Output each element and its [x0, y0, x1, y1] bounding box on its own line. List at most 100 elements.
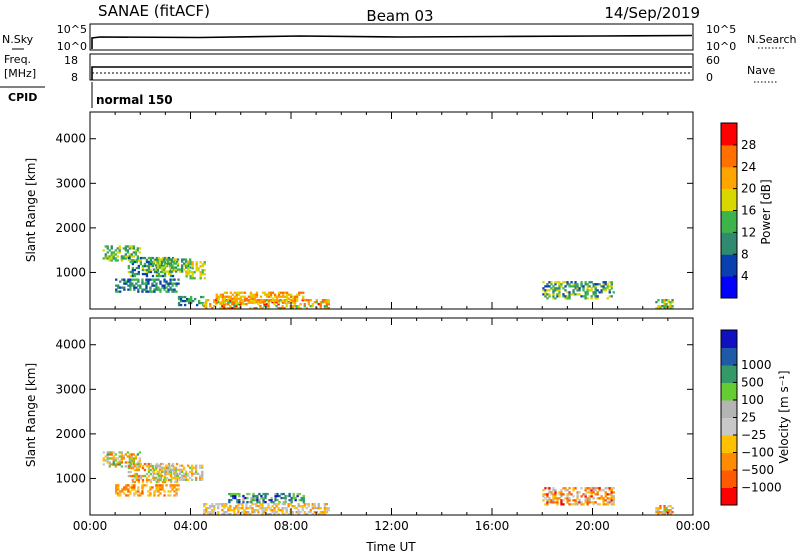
heatmap-cell — [562, 493, 565, 496]
heatmap-cell — [163, 272, 167, 276]
heatmap-cell — [110, 457, 113, 460]
heatmap-cell — [170, 260, 174, 263]
heatmap-cell — [261, 301, 264, 304]
heatmap-cell — [172, 262, 176, 265]
heatmap-cell — [293, 505, 296, 508]
heatmap-cell — [572, 285, 575, 288]
heatmap-cell — [127, 278, 130, 281]
heatmap-cell — [209, 507, 212, 510]
heatmap-cell — [592, 501, 595, 504]
heatmap-cell — [209, 513, 212, 516]
heatmap-cell — [229, 299, 232, 302]
heatmap-cell — [572, 487, 575, 490]
velocity-cb-swatch — [721, 330, 737, 348]
heatmap-cell — [275, 511, 278, 514]
heatmap-cell — [262, 492, 265, 496]
heatmap-cell — [612, 495, 615, 498]
heatmap-cell — [129, 474, 132, 478]
heatmap-cell — [149, 262, 153, 266]
heatmap-cell — [187, 264, 190, 267]
heatmap-cell — [604, 289, 607, 292]
heatmap-cell — [582, 295, 585, 298]
heatmap-cell — [602, 489, 605, 492]
heatmap-cell — [195, 470, 198, 473]
heatmap-cell — [153, 490, 156, 493]
heatmap-cell — [205, 511, 208, 514]
heatmap-cell — [115, 278, 118, 281]
heatmap-cell — [251, 299, 255, 302]
heatmap-cell — [288, 494, 291, 498]
heatmap-cell — [205, 301, 208, 304]
heatmap-cell — [234, 492, 237, 496]
heatmap-cell — [145, 284, 148, 287]
velocity-cb-swatch — [721, 417, 737, 436]
heatmap-cell — [245, 303, 248, 306]
heatmap-cell — [123, 280, 126, 283]
heatmap-cell — [291, 513, 294, 516]
heatmap-cell — [143, 288, 146, 291]
heatmap-cell — [127, 484, 130, 487]
heatmap-cell — [117, 286, 120, 289]
heatmap-cell — [136, 453, 139, 456]
heatmap-cell — [556, 295, 559, 298]
heatmap-cell — [185, 470, 188, 473]
heatmap-cell — [158, 468, 162, 471]
heatmap-cell — [299, 303, 302, 306]
heatmap-cell — [151, 290, 154, 293]
heatmap-cell — [158, 260, 162, 263]
heatmap-cell — [600, 495, 603, 498]
heatmap-cell — [174, 472, 178, 475]
y-tick-label: 2000 — [55, 221, 86, 235]
heatmap-cell — [663, 305, 666, 308]
heatmap-cell — [117, 484, 120, 487]
heatmap-cell — [155, 288, 158, 291]
heatmap-cell — [173, 486, 176, 489]
heatmap-cell — [174, 270, 178, 273]
heatmap-cell — [275, 505, 278, 508]
heatmap-cell — [323, 305, 326, 308]
heatmap-cell — [323, 507, 326, 510]
heatmap-cell — [604, 281, 607, 284]
heatmap-cell — [153, 284, 156, 287]
heatmap-cell — [149, 258, 153, 262]
heatmap-cell — [191, 271, 194, 274]
heatmap-cell — [147, 280, 150, 283]
heatmap-cell — [251, 509, 254, 512]
heatmap-cell — [262, 499, 265, 502]
heatmap-cell — [594, 293, 597, 296]
heatmap-cell — [238, 501, 241, 504]
heatmap-cell — [221, 299, 224, 302]
heatmap-cell — [126, 249, 129, 252]
heatmap-cell — [556, 499, 559, 502]
heatmap-cell — [147, 278, 150, 281]
heatmap-cell — [203, 305, 206, 308]
heatmap-cell — [592, 503, 595, 506]
heatmap-cell — [141, 268, 145, 272]
heatmap-cell — [123, 278, 126, 281]
heatmap-cell — [223, 299, 226, 302]
heatmap-cell — [237, 291, 240, 294]
heatmap-cell — [576, 293, 579, 296]
power-cb-swatch — [721, 254, 737, 277]
heatmap-cell — [590, 489, 593, 492]
heatmap-cell — [170, 468, 174, 471]
heatmap-cell — [249, 505, 252, 508]
heatmap-cell — [229, 505, 232, 508]
heatmap-cell — [223, 301, 226, 304]
heatmap-cell — [277, 293, 281, 296]
heatmap-cell — [181, 268, 184, 271]
heatmap-cell — [241, 301, 245, 304]
heatmap-cell — [264, 494, 267, 498]
heatmap-cell — [550, 493, 553, 496]
power-cells — [102, 245, 674, 310]
heatmap-cell — [269, 293, 273, 296]
heatmap-cell — [572, 283, 575, 286]
heatmap-cell — [311, 513, 314, 516]
heatmap-cell — [288, 301, 291, 304]
heatmap-cell — [610, 501, 613, 504]
heatmap-cell — [185, 260, 188, 263]
heatmap-cell — [110, 451, 113, 454]
nsky-panel: N.Sky 10^5 10^0 10^5 10^0 N.Search — [2, 23, 797, 53]
heatmap-cell — [249, 513, 252, 516]
